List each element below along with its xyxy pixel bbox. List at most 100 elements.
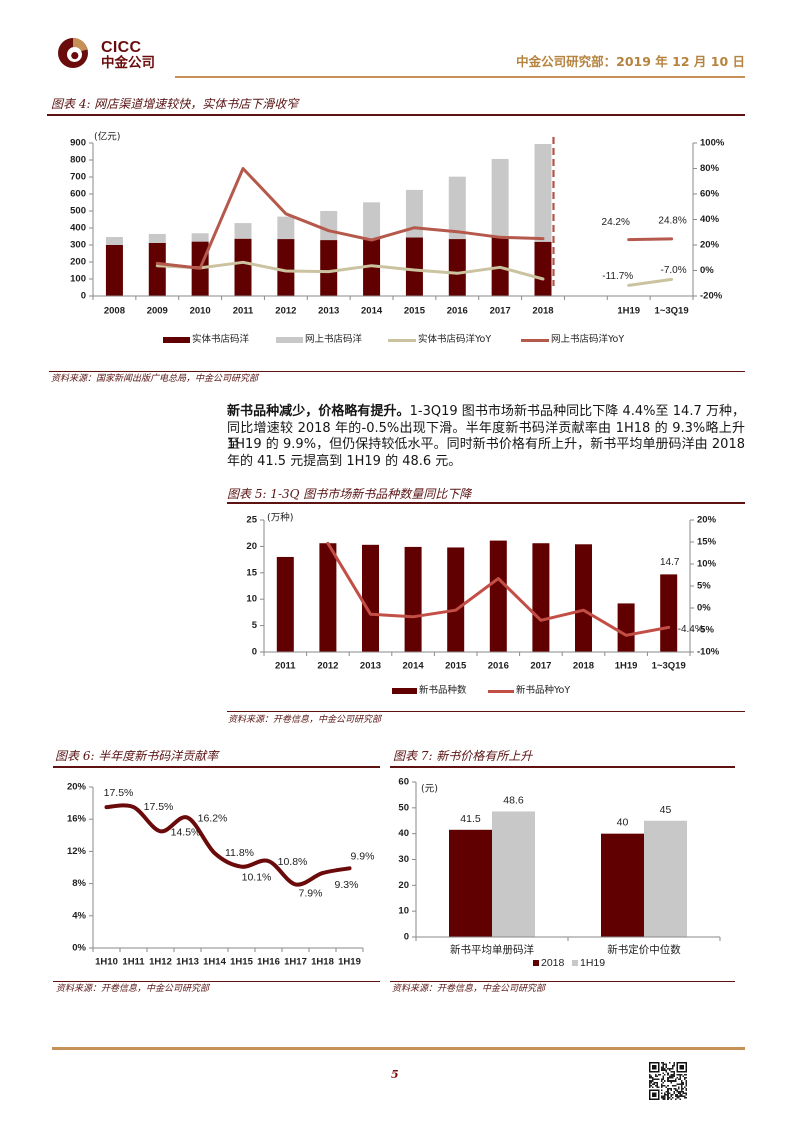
figure7-chart: 41.5 40 48.6 45 0 10 20 30 40 50 60 新书平均单册码洋 新书定价中位数… <box>398 777 721 956</box>
left-y-tick-label: 600 <box>70 189 86 200</box>
right-y-tick-label: 15% <box>697 537 717 548</box>
yoy-line <box>155 260 545 281</box>
figure7-source: 资料来源：开卷信息，中金公司研究部 <box>392 984 546 994</box>
left-y-tick-label: 0 <box>404 932 409 943</box>
data-label: 48.6 <box>503 794 524 806</box>
x-axis-label: 2015 <box>445 661 467 672</box>
data-label: 17.5% <box>144 801 174 813</box>
left-y-tick-label: 0 <box>252 647 257 658</box>
x-axis-label: 2011 <box>233 306 254 317</box>
data-label: 9.9% <box>351 850 375 862</box>
paragraph-line: 新书品种减少，价格略有提升。1-3Q19 图书市场新书品种同比下降 4.4%至 … <box>227 404 745 421</box>
left-y-tick-label: 40 <box>398 828 409 839</box>
footer-rule <box>52 1047 745 1050</box>
yoy-line <box>627 237 674 242</box>
x-axis-label: 2010 <box>190 306 211 317</box>
legend-label: 网上书店码洋 <box>305 334 363 345</box>
paragraph-line: 1H19 的 9.9%，但仍保持较低水平。同时新书价格有所上升，新书平均单册码洋… <box>227 437 745 453</box>
left-y-tick-label: 200 <box>70 257 86 268</box>
left-y-tick-label: 20 <box>398 880 409 891</box>
figure6-source-rule <box>53 981 380 982</box>
legend-item-1h19: 1H19 <box>572 957 605 969</box>
x-axis-label: 1H13 <box>176 957 199 968</box>
right-y-tick-label: 80% <box>700 163 720 174</box>
legend-swatch-line <box>521 338 549 342</box>
bar <box>448 239 466 296</box>
legend-item-new-titles-yoy: 新书品种YoY <box>488 685 570 697</box>
bar <box>234 223 252 239</box>
cicc-logo-icon <box>58 37 88 68</box>
bar <box>534 144 552 242</box>
x-axis-label: 2008 <box>104 306 125 317</box>
legend-label: 2018 <box>541 957 565 969</box>
legend-swatch-bar <box>276 337 303 343</box>
figure4-title: 图表 4: 网店渠道增速较快，实体书店下滑收窄 <box>51 97 299 111</box>
legend-swatch-bar <box>163 337 190 343</box>
x-axis-label: 2012 <box>275 306 296 317</box>
figure4-source: 资料来源：国家新闻出版广电总局，中金公司研究部 <box>51 374 259 384</box>
x-axis-label: 2018 <box>573 661 594 672</box>
department-date: 中金公司研究部：2019 年 12 月 10 日 <box>516 54 745 69</box>
x-axis-label: 1H15 <box>230 957 253 968</box>
left-y-tick-label: 10 <box>398 906 409 917</box>
qr-code-icon <box>649 1062 687 1100</box>
bar <box>405 237 423 296</box>
figure5-source-rule <box>227 711 745 712</box>
x-axis-label: 1H18 <box>311 957 334 968</box>
left-y-tick-label: 30 <box>398 854 409 865</box>
left-y-tick-label: 20% <box>67 782 87 793</box>
bar <box>362 544 379 652</box>
legend-item-new-titles: 新书品种数 <box>392 685 467 697</box>
left-y-tick-label: 5 <box>252 620 258 631</box>
data-label: -4.4% <box>678 624 704 635</box>
left-y-tick-label: 8% <box>72 878 86 889</box>
left-y-tick-label: 15 <box>246 567 257 578</box>
bar <box>363 238 381 296</box>
legend-label: 1H19 <box>580 957 606 969</box>
bar <box>601 833 644 937</box>
bar <box>191 233 209 242</box>
left-y-tick-label: 800 <box>70 155 86 166</box>
x-axis-label: 1H19 <box>617 306 640 317</box>
data-label: 41.5 <box>460 813 481 825</box>
legend-swatch-square <box>572 960 578 966</box>
right-y-tick-label: 60% <box>700 189 720 200</box>
data-label: 10.8% <box>278 856 308 868</box>
x-axis-label: 2015 <box>404 306 426 317</box>
figure7-title: 图表 7: 新书价格有所上升 <box>393 749 533 763</box>
legend-item-2018: 2018 <box>533 957 564 969</box>
bar <box>491 158 509 238</box>
x-axis-label: 1H12 <box>149 957 172 968</box>
bar-series <box>105 144 552 245</box>
left-y-tick-label: 50 <box>398 802 409 813</box>
left-y-tick-label: 60 <box>398 777 409 788</box>
bar <box>534 241 552 296</box>
bar <box>277 239 295 296</box>
x-axis-label: 1H19 <box>615 661 638 672</box>
body-paragraph: 新书品种减少，价格略有提升。1-3Q19 图书市场新书品种同比下降 4.4%至 … <box>227 404 745 471</box>
bar <box>575 544 592 652</box>
yoy-line <box>627 277 674 287</box>
right-y-tick-label: -10% <box>697 647 720 658</box>
bar <box>644 820 687 937</box>
bar <box>277 216 295 240</box>
left-y-tick-label: 0 <box>81 291 86 302</box>
data-label: 14.5% <box>171 826 201 838</box>
x-axis-label: 2014 <box>361 306 383 317</box>
left-y-tick-label: 20 <box>246 541 257 552</box>
x-axis-label: 2018 <box>532 306 553 317</box>
data-label: 17.5% <box>104 787 134 799</box>
data-label: 10.1% <box>242 872 272 884</box>
data-label: 9.3% <box>335 879 359 891</box>
x-axis-label: 新书定价中位数 <box>607 943 681 956</box>
bar-series <box>492 811 687 937</box>
x-axis-label: 2016 <box>447 306 468 317</box>
left-y-tick-label: 900 <box>70 138 86 149</box>
x-axis-label: 2017 <box>490 306 511 317</box>
x-axis-label: 2013 <box>318 306 339 317</box>
x-axis-label: 2014 <box>403 661 425 672</box>
figure4-chart: 0 100 200 300 400 500 600 700 800 900 -20% 0% 20% 40%… <box>70 131 725 317</box>
x-axis-label: 2012 <box>317 661 338 672</box>
data-label: 11.8% <box>225 847 254 859</box>
right-y-tick-label: 5% <box>697 581 711 592</box>
